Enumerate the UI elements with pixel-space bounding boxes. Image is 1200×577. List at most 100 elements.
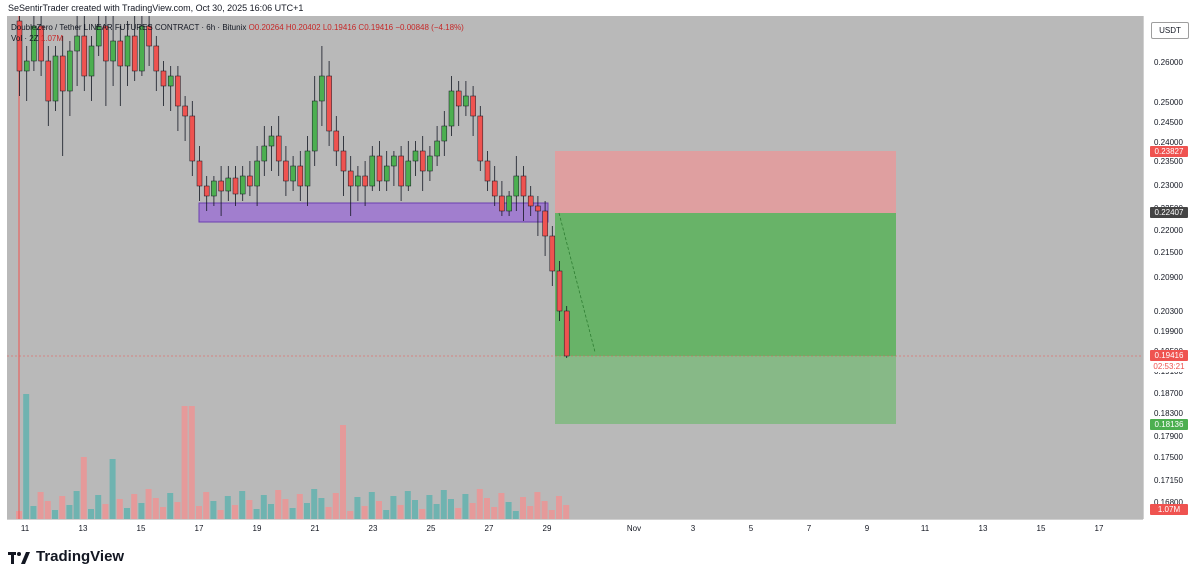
volume-bar	[88, 509, 94, 519]
stop-loss-zone	[555, 151, 896, 213]
candle-body	[74, 35, 80, 52]
candle-body	[448, 90, 455, 127]
candle-body	[405, 160, 412, 187]
price-axis[interactable]: USDT 0.26000 0.25000 0.24500 0.24000 0.23500…	[1143, 16, 1194, 519]
candle-body	[369, 155, 376, 187]
candle-body	[326, 75, 332, 132]
candle-body	[491, 180, 498, 197]
take-profit-zone-remaining	[555, 356, 896, 424]
candle-body	[398, 155, 404, 187]
candle-body	[340, 150, 347, 172]
candle-body	[153, 45, 160, 72]
time-axis-label: 17	[1094, 524, 1104, 533]
price-tick-label: 0.19900	[1154, 327, 1183, 336]
volume-bar	[203, 492, 210, 519]
candle-body	[463, 95, 469, 107]
price-chart[interactable]	[7, 16, 1143, 519]
volume-bar	[354, 497, 361, 519]
candle-body	[59, 55, 66, 92]
candle-body	[333, 130, 340, 152]
volume-bars	[16, 394, 570, 519]
price-tick-label: 0.24500	[1154, 118, 1183, 127]
volume-bar	[498, 493, 505, 519]
volume-bar	[383, 510, 390, 519]
candle-body	[527, 195, 534, 207]
candle-body	[38, 25, 44, 62]
volume-bar	[541, 501, 548, 519]
candle-body	[412, 150, 419, 162]
candles	[16, 16, 570, 358]
symbol-title[interactable]: DoubleZero / Tether LINEAR FUTURES CONTR…	[11, 23, 247, 32]
price-tick-label: 0.18700	[1154, 389, 1183, 398]
volume-bar	[131, 494, 138, 519]
volume-bar	[260, 495, 267, 519]
candle-body	[513, 175, 520, 197]
candle-body	[45, 60, 52, 102]
candle-body	[239, 175, 246, 195]
volume-bar	[520, 497, 526, 519]
candle-body	[549, 235, 556, 272]
volume-bar	[275, 490, 282, 519]
volume-bar	[505, 502, 512, 519]
price-tick-label: 0.20900	[1154, 273, 1183, 282]
candle-body	[110, 40, 116, 62]
currency-button[interactable]: USDT	[1151, 22, 1189, 39]
candle-body	[261, 145, 268, 162]
candle-body	[31, 25, 37, 62]
candle-body	[203, 185, 210, 197]
current-price-badge: 0.19416	[1150, 350, 1188, 361]
price-tick-label: 0.17900	[1154, 432, 1183, 441]
volume-bar	[152, 498, 159, 519]
price-tick-label: 0.21500	[1154, 248, 1183, 257]
candle-body	[434, 140, 440, 157]
volume-bar	[318, 498, 325, 519]
candle-body	[95, 25, 102, 47]
candle-body	[247, 175, 253, 187]
volume-bar	[232, 505, 238, 519]
candle-body	[484, 160, 491, 182]
price-tick-label: 0.16800	[1154, 498, 1183, 507]
candle-body	[268, 135, 275, 147]
volume-bar	[145, 489, 152, 519]
candle-body	[376, 155, 383, 182]
candle-body	[477, 115, 484, 162]
candle-body	[167, 75, 174, 87]
candle-body	[304, 150, 311, 187]
volume-bar	[102, 504, 109, 519]
volume-bar	[376, 501, 382, 519]
time-axis[interactable]: 11 13 15 17 19 21 23 25 27 29 Nov 3 5 7 9 11 13 15 17	[7, 519, 1143, 538]
volume-bar	[304, 503, 310, 519]
volume-bar	[44, 501, 51, 519]
volume-bar	[419, 509, 426, 519]
target-price-badge: 0.18136	[1150, 419, 1188, 430]
candle-body	[556, 270, 563, 312]
candle-body	[362, 175, 368, 187]
volume-bar	[404, 491, 411, 519]
volume-bar	[66, 505, 73, 519]
price-tick-label: 0.17500	[1154, 453, 1183, 462]
volume-bar	[548, 510, 555, 519]
volume-bar	[246, 500, 253, 519]
time-axis-label: 11	[20, 524, 30, 533]
volume-label[interactable]: Vol · 2Z	[11, 34, 39, 43]
tradingview-logo[interactable]: TradingView	[8, 548, 124, 565]
candle-body	[23, 60, 30, 72]
brand-name: TradingView	[36, 548, 125, 565]
candle-body	[225, 177, 232, 192]
volume-bar	[491, 507, 498, 519]
candle-body	[419, 150, 426, 172]
candle-body	[355, 175, 361, 187]
candle-body	[535, 205, 541, 212]
volume-bar	[181, 406, 188, 519]
volume-value: 1.07M	[40, 34, 64, 43]
candle-body	[290, 165, 296, 182]
volume-bar	[440, 490, 447, 519]
candle-body	[182, 105, 188, 117]
candle-body	[16, 20, 23, 72]
candle-body	[383, 165, 390, 182]
volume-bar	[95, 495, 102, 519]
chart-pane[interactable]: DoubleZero / Tether LINEAR FUTURES CONTR…	[7, 16, 1143, 519]
volume-bar	[116, 499, 123, 519]
volume-bar	[361, 506, 368, 519]
price-tick-label: 0.17150	[1154, 476, 1183, 485]
